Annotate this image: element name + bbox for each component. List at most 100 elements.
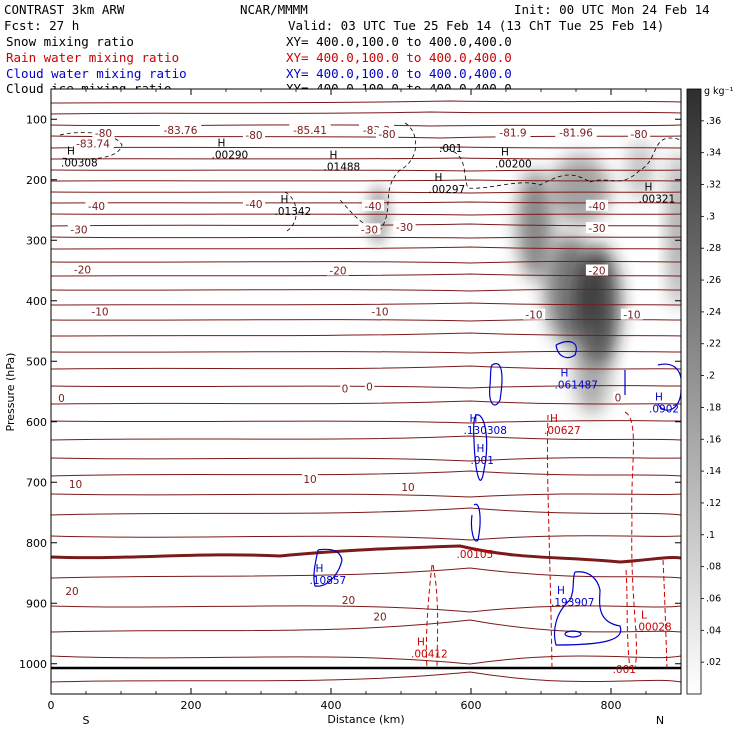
isotherm-label-bg bbox=[495, 126, 531, 138]
y-tick-label: 100 bbox=[26, 113, 47, 126]
extremum-value: .193907 bbox=[551, 597, 594, 609]
extremum-marker: H bbox=[557, 585, 565, 597]
isotherm-line bbox=[51, 135, 681, 139]
isotherm-line bbox=[51, 223, 681, 227]
isotherm-label-bg bbox=[64, 585, 80, 597]
extremum-value: .01342 bbox=[275, 206, 312, 218]
init-time: Init: 00 UTC Mon 24 Feb 14 bbox=[514, 2, 710, 17]
extremum-value: .001 bbox=[439, 143, 462, 155]
isotherm-line bbox=[51, 493, 681, 498]
rain-water-contours bbox=[425, 411, 668, 669]
isotherm-label-bg bbox=[326, 264, 350, 276]
isotherm-line bbox=[51, 655, 681, 665]
colorbar-tick-label: .12 bbox=[706, 498, 721, 509]
isotherm-label: -10 bbox=[525, 310, 542, 322]
ice-contour bbox=[284, 191, 297, 233]
isotherm-label-bg bbox=[92, 127, 115, 139]
isotherm-label: -10 bbox=[623, 310, 640, 322]
isotherm-label: -20 bbox=[329, 266, 346, 278]
isotherm-label-bg bbox=[71, 263, 94, 275]
isotherm-label-bg bbox=[555, 126, 597, 138]
isotherm-line bbox=[51, 201, 681, 204]
isotherm-label-bg bbox=[585, 264, 609, 276]
south-endpoint-label: S bbox=[83, 714, 90, 727]
isotherm-label-bg bbox=[522, 308, 546, 320]
isotherm-line bbox=[51, 470, 681, 477]
isotherm-label-bg bbox=[364, 380, 375, 392]
colorbar-tick-label: .06 bbox=[706, 593, 721, 604]
valid-time: Valid: 03 UTC Tue 25 Feb 14 (13 ChT Tue … bbox=[288, 18, 664, 33]
ice-contour bbox=[439, 147, 591, 189]
isotherm-line bbox=[51, 236, 681, 239]
cloud-ice-contours bbox=[59, 122, 681, 233]
extremum-marker: H bbox=[435, 172, 443, 184]
extremum-value: .01488 bbox=[324, 162, 361, 174]
y-tick-label: 600 bbox=[26, 416, 47, 429]
isotherm-label: 0 bbox=[366, 382, 373, 394]
y-tick-label: 200 bbox=[26, 174, 47, 187]
isotherm-line bbox=[51, 213, 681, 216]
colorbar-tick-label: .34 bbox=[706, 148, 721, 159]
extremum-value: .00200 bbox=[495, 159, 532, 171]
colorbar-tick-label: .2 bbox=[706, 371, 715, 382]
isotherm-label: -80 bbox=[378, 129, 395, 141]
extremum-value: .00297 bbox=[429, 184, 466, 196]
field-name-rain: Rain water mixing ratio bbox=[6, 50, 179, 65]
north-endpoint-label: N bbox=[656, 714, 664, 727]
extremum-marker: L bbox=[641, 609, 647, 621]
colorbar-tick-label: .28 bbox=[706, 243, 721, 254]
isotherm-label-bg bbox=[358, 223, 381, 235]
isotherm-label-bg bbox=[627, 127, 651, 139]
cloud-water-contour bbox=[657, 363, 681, 411]
colorbar-unit: g kg⁻¹ bbox=[704, 86, 734, 97]
org-label: NCAR/MMMM bbox=[240, 2, 308, 17]
colorbar-tick-label: .3 bbox=[706, 211, 715, 222]
extremum-marker: H bbox=[477, 443, 485, 455]
cloud-water-contours bbox=[313, 341, 681, 646]
cloud-water-contour bbox=[473, 414, 488, 481]
colorbar bbox=[686, 88, 702, 695]
colorbar-tick-label: .32 bbox=[706, 180, 721, 191]
isotherm-label: 20 bbox=[373, 612, 386, 624]
isotherm-line bbox=[51, 457, 681, 462]
extremum-value: .00308 bbox=[61, 157, 98, 169]
isotherm-line bbox=[51, 567, 681, 579]
forecast-hour: Fcst: 27 h bbox=[4, 18, 79, 33]
isotherm-label: 10 bbox=[303, 474, 316, 486]
extremum-value: .00412 bbox=[411, 649, 448, 661]
isotherm-label: -20 bbox=[588, 266, 605, 278]
isotherm-line bbox=[51, 671, 681, 683]
isotherm-line bbox=[51, 146, 681, 149]
isotherm-label-bg bbox=[67, 478, 84, 490]
isotherm-line bbox=[51, 191, 681, 194]
isotherm-label: -80 bbox=[630, 129, 647, 141]
isotherm-line bbox=[51, 365, 681, 370]
isotherm-label: 20 bbox=[342, 595, 355, 607]
cloud-water-contour bbox=[313, 548, 343, 587]
isotherm-line bbox=[51, 619, 681, 633]
isotherm-label-bg bbox=[289, 124, 331, 136]
y-tick-label: 700 bbox=[26, 476, 47, 489]
extremum-marker: H bbox=[417, 637, 425, 649]
ice-contour bbox=[339, 122, 417, 231]
isotherm-line bbox=[51, 302, 681, 306]
isotherm-label-bg bbox=[72, 137, 114, 149]
isotherm-line bbox=[51, 605, 681, 613]
isotherm-label-bg bbox=[56, 392, 67, 404]
y-tick-label: 500 bbox=[26, 355, 47, 368]
isotherm-label: -40 bbox=[588, 201, 605, 213]
temperature-isotherms bbox=[51, 100, 681, 683]
cloud-water-contour bbox=[555, 341, 577, 359]
isotherm-label: 0 bbox=[342, 383, 349, 395]
isotherm-label: -40 bbox=[245, 199, 262, 211]
colorbar-tick-label: .24 bbox=[706, 307, 721, 318]
isotherm-label: -80 bbox=[245, 130, 262, 142]
isotherm-line bbox=[51, 111, 681, 115]
y-tick-label: 400 bbox=[26, 295, 47, 308]
isotherm-label: 0 bbox=[615, 393, 622, 405]
isotherm-label: -81.9 bbox=[499, 128, 526, 140]
isotherm-label-bg bbox=[400, 481, 416, 493]
cloud-water-contour bbox=[470, 503, 481, 542]
